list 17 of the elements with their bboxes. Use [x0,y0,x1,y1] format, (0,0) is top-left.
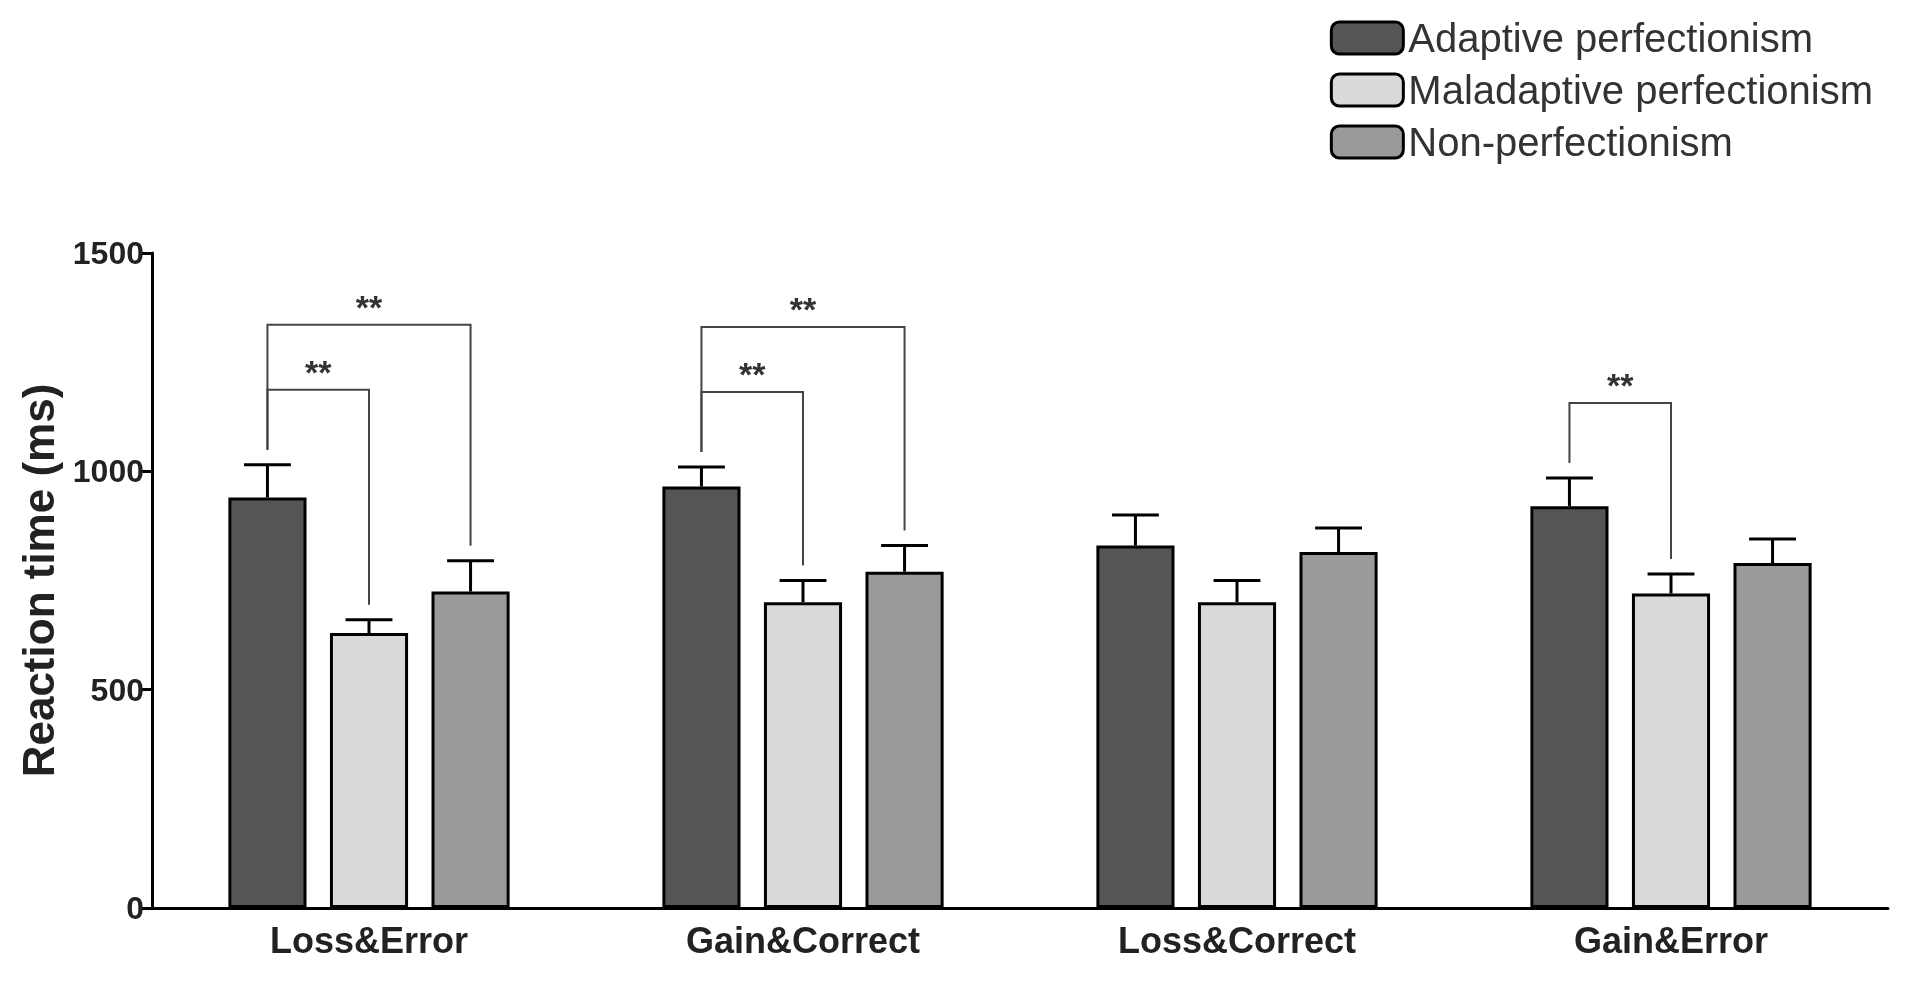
y-tick-label: 500 [90,671,144,708]
legend-label: Non-perfectionism [1408,120,1733,164]
y-tick-label: 1500 [72,235,144,271]
y-axis-title: Reaction time (ms) [13,383,63,778]
annotation: ** [789,289,817,328]
annotation: ** [355,287,383,326]
x-tick-label: Loss&Correct [1117,919,1357,961]
annotation: ** [1606,365,1635,404]
legend-label: Adaptive perfectionism [1408,16,1813,60]
legend-label: Maladaptive perfectionism [1408,68,1873,112]
y-tick-label: 0 [126,890,144,926]
x-tick-label: Gain&Correct [685,919,921,961]
x-tick-label: Gain&Error [1573,919,1769,961]
annotation: ** [304,352,333,391]
y-tick-label: 1000 [72,453,144,490]
annotation: ** [738,354,767,393]
x-tick-label: Loss&Error [269,919,469,961]
